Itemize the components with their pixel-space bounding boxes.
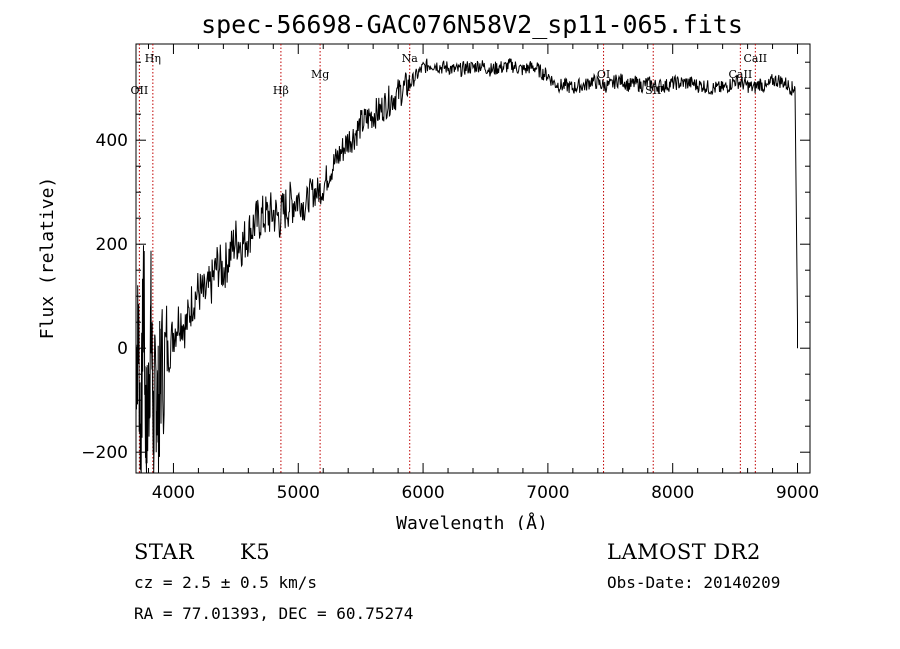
spectral-line-label: OII	[131, 84, 149, 97]
y-tick-label: 0	[117, 339, 128, 359]
survey-name: LAMOST DR2	[607, 540, 761, 564]
spectral-line-label: Na	[402, 52, 419, 65]
spectral-line-label: Mg	[311, 68, 329, 81]
coordinates-text: RA = 77.01393, DEC = 60.75274	[134, 604, 414, 623]
x-axis-label: Wavelength (Å)	[396, 512, 548, 530]
y-tick-label: 200	[96, 235, 128, 255]
y-tick-label: 400	[96, 131, 128, 151]
spectral-line-label: CaII	[729, 68, 753, 81]
y-axis-label: Flux (relative)	[37, 177, 58, 340]
x-tick-label: 9000	[776, 483, 819, 503]
object-subclass: K5	[240, 540, 271, 564]
x-tick-label: 4000	[152, 483, 195, 503]
chart-title: spec-56698-GAC076N58V2_sp11-065.fits	[201, 10, 743, 39]
spectral-line-label: Hη	[145, 52, 161, 65]
spectral-line-label: OI	[597, 68, 610, 81]
spectrum-chart: spec-56698-GAC076N58V2_sp11-065.fits OII…	[37, 10, 819, 530]
x-tick-label: 8000	[651, 483, 694, 503]
object-class: STAR	[134, 540, 195, 564]
obs-date-text: Obs-Date: 20140209	[607, 573, 781, 592]
spectral-line-label: Hβ	[273, 84, 289, 97]
spectral-line-label: CaII	[743, 52, 767, 65]
redshift-text: cz = 2.5 ± 0.5 km/s	[134, 573, 318, 592]
y-tick-label: −200	[81, 443, 128, 463]
x-tick-label: 5000	[277, 483, 320, 503]
spectrum-series-line	[135, 58, 798, 474]
x-tick-label: 6000	[401, 483, 444, 503]
x-tick-label: 7000	[526, 483, 569, 503]
